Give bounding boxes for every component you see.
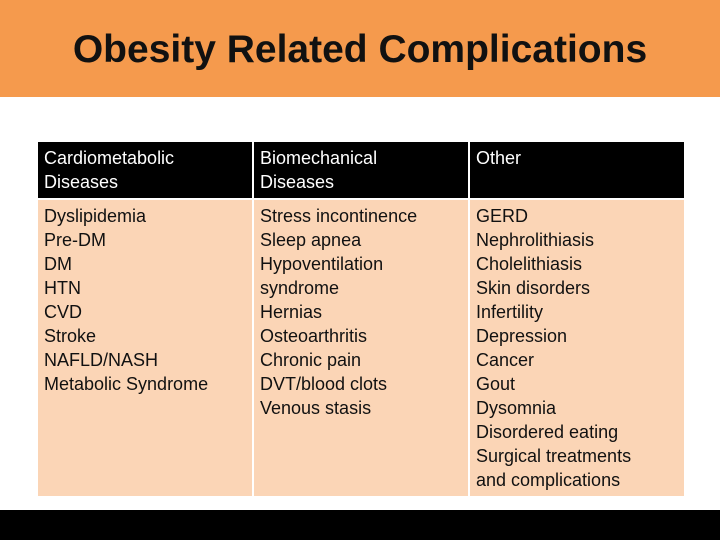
list-item: Cancer xyxy=(476,350,535,370)
list-item: DVT/blood clots xyxy=(260,374,388,394)
complications-table: Cardiometabolic Diseases Biomechanical D… xyxy=(36,140,686,498)
list-item: Pre-DM xyxy=(44,230,106,250)
list-item: Skin disorders xyxy=(476,278,591,298)
list-item: Hernias xyxy=(260,302,323,322)
list-item: NAFLD/NASH xyxy=(44,350,159,370)
table-row: Dyslipidemia Pre-DM DM HTN CVD Stroke NA… xyxy=(36,198,686,498)
header-line: Cardiometabolic xyxy=(44,148,175,168)
slide-title: Obesity Related Complications xyxy=(72,28,648,71)
list-item: GERD xyxy=(476,206,529,226)
list-item: Metabolic Syndrome xyxy=(44,374,209,394)
list-item: Nephrolithiasis xyxy=(476,230,595,250)
header-cardiometabolic: Cardiometabolic Diseases xyxy=(36,140,254,200)
list-item: Dyslipidemia xyxy=(44,206,147,226)
header-other: Other xyxy=(468,140,686,200)
list-item: syndrome xyxy=(260,278,340,298)
header-biomechanical: Biomechanical Diseases xyxy=(252,140,470,200)
list-item: Surgical treatments xyxy=(476,446,632,466)
list-item: Gout xyxy=(476,374,516,394)
header-line: Diseases xyxy=(44,172,119,192)
list-item: Dysomnia xyxy=(476,398,557,418)
list-item: Depression xyxy=(476,326,568,346)
title-band xyxy=(0,0,720,97)
list-item: Venous stasis xyxy=(260,398,372,418)
list-item: Osteoarthritis xyxy=(260,326,368,346)
biomechanical-list: Stress incontinence Sleep apnea Hypovent… xyxy=(252,198,470,498)
table-header-row: Cardiometabolic Diseases Biomechanical D… xyxy=(36,140,686,200)
list-item: Sleep apnea xyxy=(260,230,362,250)
header-line: Other xyxy=(476,148,522,168)
list-item: Hypoventilation xyxy=(260,254,384,274)
list-item: Chronic pain xyxy=(260,350,362,370)
list-item: CVD xyxy=(44,302,83,322)
list-item: DM xyxy=(44,254,72,274)
list-item: Infertility xyxy=(476,302,544,322)
list-item: Stress incontinence xyxy=(260,206,418,226)
list-item: Disordered eating xyxy=(476,422,619,442)
cardiometabolic-list: Dyslipidemia Pre-DM DM HTN CVD Stroke NA… xyxy=(36,198,254,498)
header-line: Diseases xyxy=(260,172,335,192)
list-item: HTN xyxy=(44,278,81,298)
list-item: Cholelithiasis xyxy=(476,254,583,274)
list-item: and complications xyxy=(476,470,621,490)
other-list: GERD Nephrolithiasis Cholelithiasis Skin… xyxy=(468,198,686,498)
header-line: Biomechanical xyxy=(260,148,378,168)
list-item: Stroke xyxy=(44,326,97,346)
footer-band xyxy=(0,510,720,540)
